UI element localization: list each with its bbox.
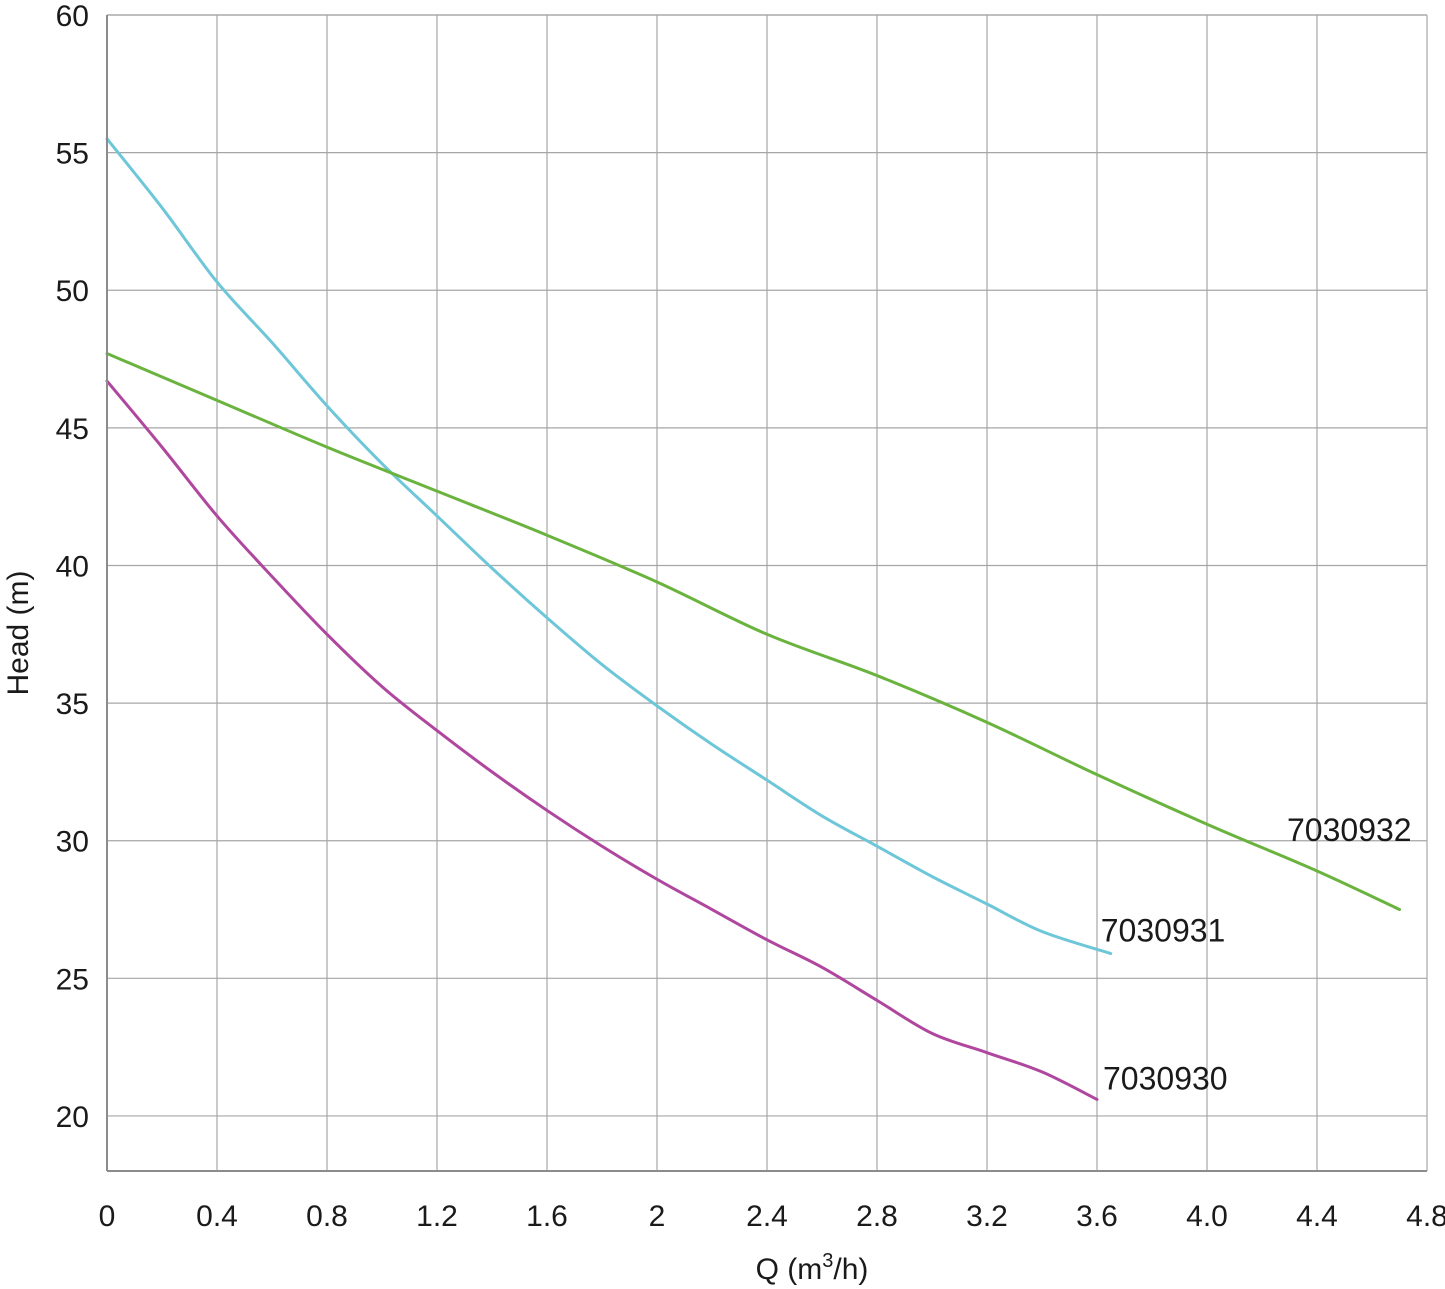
x-tick-label: 2	[649, 1200, 666, 1233]
y-tick-label: 35	[56, 688, 89, 721]
x-axis-title-sup: 3	[822, 1250, 833, 1272]
y-tick-label: 40	[56, 550, 89, 583]
y-tick-label: 45	[56, 413, 89, 446]
x-tick-label: 0.8	[306, 1200, 348, 1233]
series-lines	[105, 137, 1401, 1101]
x-tick-label: 0.4	[196, 1200, 238, 1233]
x-tick-labels: 0 0.4 0.8 1.2 1.6 2 2.4 2.8 3.2 3.6 4.0 4.4 4.8	[99, 1200, 1445, 1233]
x-tick-label: 2.4	[746, 1200, 788, 1233]
series-label-7030932: 7030932	[1287, 812, 1412, 848]
y-tick-label: 20	[56, 1101, 89, 1134]
y-tick-label: 50	[56, 275, 89, 308]
y-tick-label: 30	[56, 826, 89, 859]
x-tick-label: 2.8	[856, 1200, 898, 1233]
x-tick-label: 4.0	[1186, 1200, 1228, 1233]
series-labels: 7030930 7030931 7030932	[1101, 812, 1412, 1096]
y-axis-title: Head (m)	[2, 570, 35, 695]
y-tick-label: 55	[56, 138, 89, 171]
x-tick-label: 0	[99, 1200, 116, 1233]
series-label-7030931: 7030931	[1101, 913, 1226, 949]
x-tick-label: 3.6	[1076, 1200, 1118, 1233]
x-tick-label: 4.4	[1296, 1200, 1338, 1233]
x-tick-label: 3.2	[966, 1200, 1008, 1233]
y-tick-label: 60	[56, 0, 89, 33]
grid	[106, 14, 1428, 1171]
series-label-7030930: 7030930	[1103, 1060, 1228, 1096]
x-axis-title-suffix: /h)	[833, 1253, 868, 1286]
series-line-7030932	[105, 352, 1401, 912]
y-tick-labels: 20 25 30 35 40 45 50 55 60	[56, 0, 89, 1134]
axes	[106, 15, 1427, 1172]
x-axis-title-prefix: Q (m	[756, 1253, 823, 1286]
y-tick-label: 25	[56, 963, 89, 996]
series-line-7030930	[105, 379, 1099, 1101]
x-tick-label: 4.8	[1406, 1200, 1445, 1233]
x-tick-label: 1.6	[526, 1200, 568, 1233]
x-tick-label: 1.2	[416, 1200, 458, 1233]
series-line-7030931	[105, 137, 1113, 956]
x-axis-title: Q (m3/h)	[756, 1250, 869, 1286]
